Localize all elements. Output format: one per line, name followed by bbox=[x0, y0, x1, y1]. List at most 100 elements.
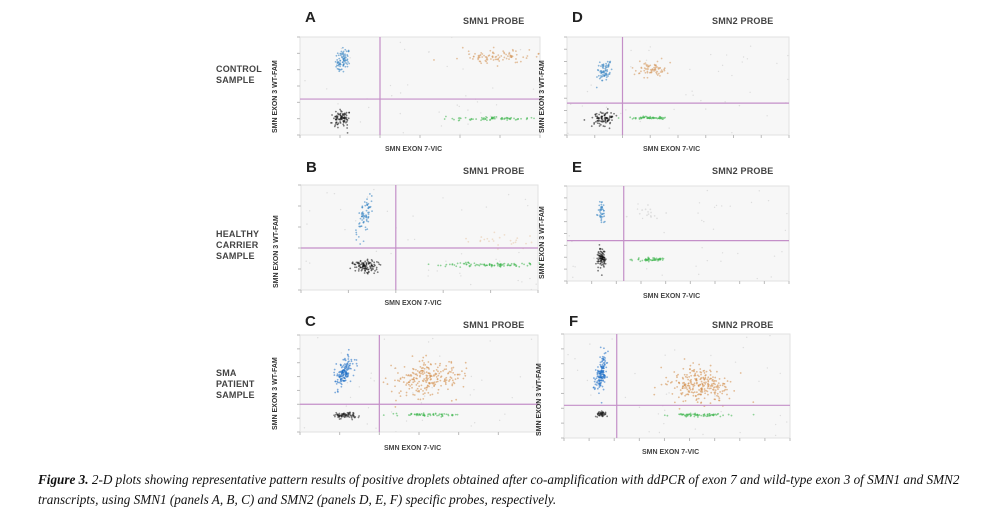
data-point bbox=[496, 65, 499, 67]
data-point bbox=[722, 414, 724, 417]
data-point bbox=[662, 257, 665, 260]
data-point bbox=[339, 122, 342, 124]
data-point bbox=[702, 370, 705, 372]
data-point bbox=[601, 377, 604, 380]
data-point bbox=[421, 371, 424, 374]
noise-point bbox=[462, 68, 464, 70]
data-point bbox=[497, 57, 500, 60]
data-point bbox=[448, 380, 450, 382]
data-point bbox=[714, 383, 716, 386]
data-point bbox=[433, 374, 435, 376]
data-point bbox=[470, 263, 472, 266]
data-point bbox=[637, 258, 640, 261]
noise-point bbox=[787, 54, 789, 57]
data-point bbox=[416, 387, 419, 390]
noise-point bbox=[746, 58, 749, 60]
data-point bbox=[601, 357, 603, 360]
data-point bbox=[704, 392, 707, 395]
noise-point bbox=[344, 228, 346, 231]
data-point bbox=[427, 391, 430, 394]
data-point bbox=[420, 372, 422, 375]
data-point bbox=[461, 46, 464, 49]
data-point bbox=[340, 53, 343, 55]
data-point bbox=[691, 369, 694, 372]
data-point bbox=[480, 119, 482, 122]
data-point bbox=[347, 413, 350, 416]
data-point bbox=[396, 414, 399, 417]
data-point bbox=[596, 380, 599, 383]
noise-point bbox=[673, 108, 675, 111]
data-point bbox=[684, 387, 686, 389]
data-point bbox=[415, 368, 417, 371]
noise-point bbox=[499, 260, 501, 262]
data-point bbox=[467, 261, 469, 264]
data-point bbox=[659, 116, 662, 118]
data-point bbox=[426, 374, 429, 377]
data-point bbox=[689, 364, 692, 367]
data-point bbox=[375, 268, 378, 271]
noise-point bbox=[636, 208, 639, 210]
data-point bbox=[413, 394, 416, 396]
noise-point bbox=[648, 431, 650, 433]
data-point bbox=[673, 401, 676, 404]
cluster-vic-only bbox=[427, 261, 544, 269]
noise-point bbox=[710, 354, 712, 357]
noise-point bbox=[421, 419, 424, 422]
data-point bbox=[600, 74, 602, 77]
data-point bbox=[454, 378, 457, 381]
noise-point bbox=[786, 421, 788, 423]
data-point bbox=[343, 363, 346, 365]
y-axis-label: SMN EXON 3 WT-FAM bbox=[272, 357, 279, 430]
cluster-vic-only bbox=[617, 115, 666, 121]
data-point bbox=[330, 121, 332, 124]
data-point bbox=[605, 64, 608, 67]
noise-point bbox=[657, 413, 660, 415]
data-point bbox=[645, 115, 648, 118]
noise-point bbox=[773, 255, 776, 257]
data-point bbox=[509, 264, 512, 267]
data-point bbox=[696, 401, 699, 404]
data-point bbox=[355, 362, 358, 365]
noise-point bbox=[741, 61, 743, 63]
noise-point bbox=[697, 212, 699, 214]
data-point bbox=[708, 412, 711, 415]
noise-point bbox=[527, 204, 529, 207]
noise-point bbox=[637, 203, 639, 205]
data-point bbox=[428, 382, 431, 384]
data-point bbox=[602, 380, 605, 382]
noise-point bbox=[406, 84, 409, 86]
noise-point bbox=[476, 101, 479, 103]
data-point bbox=[603, 114, 606, 117]
data-point bbox=[685, 387, 688, 389]
data-point bbox=[603, 413, 606, 415]
data-point bbox=[603, 374, 606, 377]
data-point bbox=[601, 121, 604, 123]
data-point bbox=[417, 398, 420, 401]
noise-point bbox=[333, 192, 336, 195]
y-axis-label: SMN EXON 3 WT-FAM bbox=[539, 60, 546, 133]
data-point bbox=[599, 385, 602, 387]
data-point bbox=[596, 214, 599, 217]
data-point bbox=[709, 369, 711, 372]
data-point bbox=[583, 119, 586, 121]
data-point bbox=[533, 117, 535, 120]
data-point bbox=[617, 117, 620, 119]
data-point bbox=[717, 412, 720, 415]
data-point bbox=[367, 263, 370, 265]
noise-point bbox=[682, 384, 684, 386]
data-point bbox=[420, 367, 423, 370]
data-point bbox=[716, 385, 719, 388]
plot-area bbox=[566, 36, 790, 136]
data-point bbox=[692, 385, 695, 388]
noise-point bbox=[485, 206, 488, 208]
data-point bbox=[432, 414, 435, 417]
noise-point bbox=[420, 402, 423, 404]
noise-point bbox=[750, 201, 753, 204]
data-point bbox=[515, 265, 517, 268]
data-point bbox=[445, 379, 448, 382]
data-point bbox=[681, 413, 684, 416]
data-point bbox=[457, 377, 459, 380]
noise-point bbox=[630, 66, 632, 68]
data-point bbox=[607, 75, 609, 77]
data-point bbox=[425, 354, 428, 357]
